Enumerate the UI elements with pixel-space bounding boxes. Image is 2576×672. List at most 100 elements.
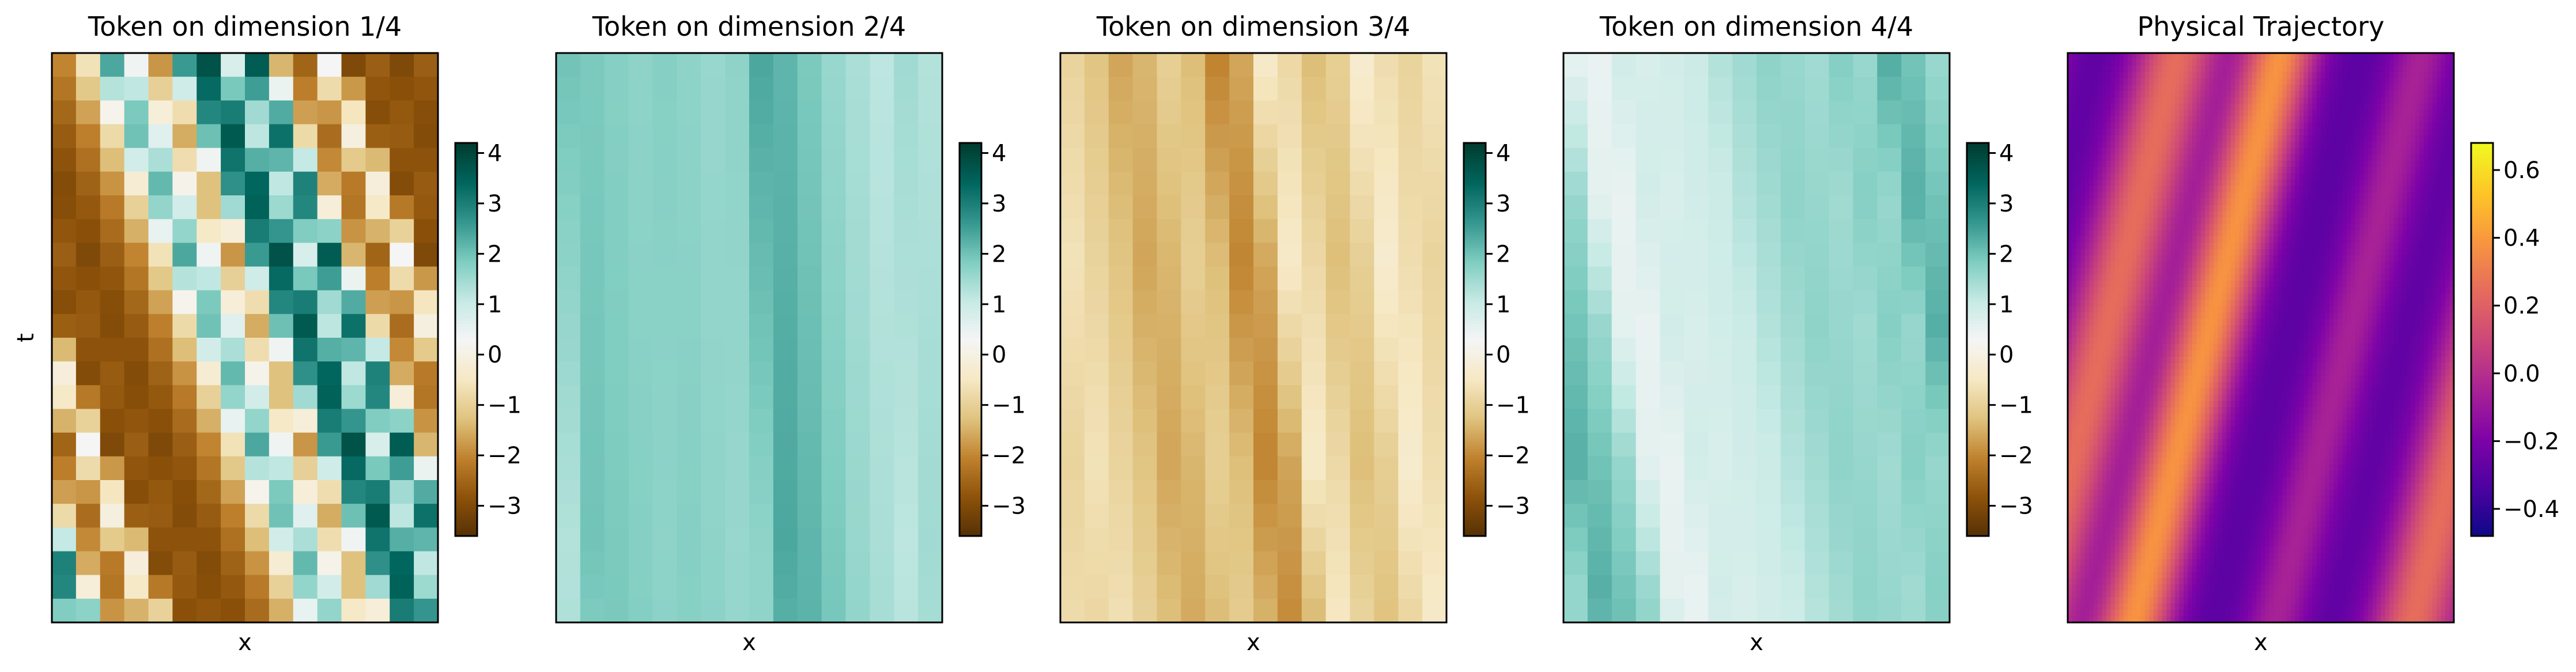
heatmap-cell	[1205, 290, 1230, 315]
colorbar-swatch	[1464, 428, 1486, 432]
heatmap-cell	[1157, 243, 1182, 267]
heatmap-cell	[2192, 179, 2197, 187]
heatmap-cell	[2200, 103, 2206, 111]
heatmap-cell	[870, 171, 895, 196]
heatmap-cell	[2140, 148, 2146, 155]
colorbar-swatch	[1464, 164, 1486, 167]
heatmap-cell	[2445, 148, 2450, 155]
heatmap-cell	[2269, 211, 2275, 218]
heatmap-cell	[1804, 527, 1830, 552]
colorbar-tick-label: 2	[1496, 241, 1510, 267]
colorbar-swatch	[1967, 520, 1989, 524]
heatmap-cell	[148, 77, 173, 101]
heatmap-cell	[390, 504, 414, 528]
heatmap-cell	[2230, 84, 2236, 92]
heatmap-cell	[317, 195, 342, 220]
heatmap-cell	[1157, 290, 1182, 315]
heatmap-cell	[2372, 135, 2377, 142]
heatmap-cell	[2359, 148, 2365, 155]
heatmap-cell	[2256, 110, 2261, 117]
heatmap-cell	[2445, 59, 2450, 66]
heatmap-cell	[2214, 103, 2219, 111]
heatmap-cell	[2243, 148, 2249, 155]
heatmap-cell	[1780, 266, 1806, 291]
heatmap-cell	[2393, 148, 2399, 155]
heatmap-cell	[1708, 314, 1733, 338]
heatmap-cell	[2128, 65, 2133, 73]
colorbar-swatch	[1967, 258, 1989, 262]
heatmap-cell	[2282, 71, 2287, 79]
heatmap-cell	[2273, 71, 2279, 79]
colorbar-swatch	[1464, 310, 1486, 314]
heatmap-cell	[2265, 236, 2270, 244]
heatmap-cell	[2098, 129, 2103, 136]
heatmap-cell	[245, 148, 270, 172]
heatmap-cell	[100, 243, 125, 267]
heatmap-cell	[1877, 266, 1902, 291]
colorbar-swatch	[960, 475, 981, 479]
heatmap-cell	[2325, 154, 2330, 161]
heatmap-cell	[2205, 65, 2210, 73]
heatmap-cell	[2205, 236, 2210, 244]
heatmap-cell	[2068, 129, 2073, 136]
colorbar-swatch	[960, 379, 981, 382]
heatmap-cell	[2381, 198, 2386, 206]
heatmap-cell	[2119, 205, 2124, 212]
heatmap-cell	[2110, 243, 2116, 250]
heatmap-cell	[2218, 211, 2223, 218]
heatmap-cell	[1277, 100, 1302, 125]
heatmap-cell	[414, 432, 439, 457]
heatmap-cell	[2256, 217, 2261, 225]
heatmap-cell	[2128, 129, 2133, 136]
heatmap-cell	[1325, 124, 1351, 149]
heatmap-cell	[2291, 148, 2296, 155]
heatmap-cell	[1780, 385, 1806, 410]
heatmap-cell	[1780, 314, 1806, 338]
heatmap-cell	[317, 171, 342, 196]
colorbar-swatch	[1464, 143, 1486, 146]
heatmap-cell	[2114, 205, 2120, 212]
heatmap-cell	[2145, 110, 2150, 117]
heatmap-cell	[2295, 59, 2300, 66]
heatmap-cell	[1732, 100, 1757, 125]
heatmap-cell	[1829, 385, 1854, 410]
colorbar-swatch	[1464, 507, 1486, 511]
heatmap-cell	[2312, 59, 2317, 66]
heatmap-cell	[2381, 97, 2386, 104]
colorbar-swatch	[960, 410, 981, 414]
heatmap-cell	[1636, 171, 1661, 196]
colorbar-swatch	[455, 166, 477, 170]
heatmap-cell	[2209, 116, 2214, 123]
heatmap-cell	[2119, 167, 2124, 174]
heatmap-cell	[2385, 122, 2390, 130]
colorbar-swatch	[455, 323, 477, 327]
heatmap-cell	[2170, 154, 2175, 161]
heatmap-cell	[2162, 160, 2167, 168]
colorbar-swatch	[1967, 211, 1989, 214]
y-axis-label: t	[13, 333, 39, 342]
heatmap-cell	[2368, 173, 2373, 180]
heatmap-cell	[2158, 78, 2163, 85]
heatmap-cell	[2200, 53, 2206, 60]
colorbar-swatch	[960, 232, 981, 235]
heatmap-cell	[894, 53, 919, 77]
colorbar-swatch	[1464, 423, 1486, 426]
heatmap-cell	[2368, 53, 2373, 60]
heatmap-cell	[1804, 53, 1830, 77]
heatmap-cell	[2248, 217, 2253, 225]
heatmap-cell	[2218, 103, 2223, 111]
heatmap-cell	[1757, 409, 1781, 433]
heatmap-cell	[2445, 224, 2450, 231]
colorbar-swatch	[1464, 339, 1486, 343]
heatmap-cell	[1132, 409, 1158, 433]
heatmap-cell	[2377, 141, 2382, 149]
heatmap-cell	[1398, 361, 1423, 386]
heatmap-cell	[2423, 71, 2429, 79]
heatmap-cell	[2184, 211, 2189, 218]
heatmap-cell	[1587, 243, 1612, 267]
heatmap-cell	[870, 409, 895, 433]
colorbar-swatch	[960, 224, 981, 228]
heatmap-cell	[2325, 103, 2330, 111]
heatmap-cell	[2235, 167, 2240, 174]
heatmap-cell	[2196, 148, 2201, 155]
